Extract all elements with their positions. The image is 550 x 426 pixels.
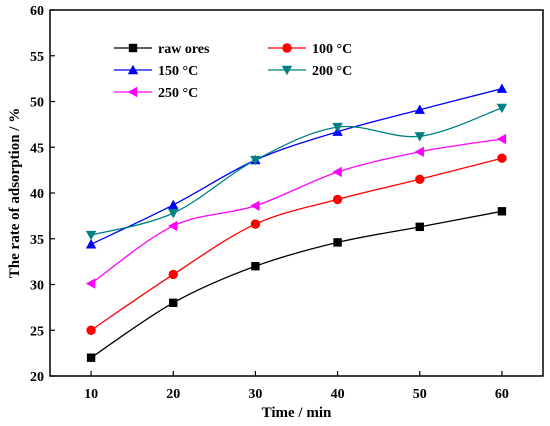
x-tick-label: 60 xyxy=(495,387,509,402)
series-line xyxy=(90,157,503,331)
series-line xyxy=(90,210,503,359)
y-tick-label: 25 xyxy=(30,324,44,339)
y-tick-label: 30 xyxy=(30,279,44,294)
data-point xyxy=(414,146,424,158)
legend-marker xyxy=(128,43,138,53)
series-4 xyxy=(85,133,507,289)
data-point xyxy=(168,220,178,232)
data-point xyxy=(415,222,424,232)
data-point xyxy=(168,208,179,219)
y-axis-title: The rate of adsorption / % xyxy=(7,108,23,278)
data-point xyxy=(250,200,260,212)
x-tick-label: 20 xyxy=(166,387,180,402)
legend-label: 250 °C xyxy=(158,86,198,101)
data-point xyxy=(497,207,507,216)
data-point xyxy=(414,132,425,142)
data-point xyxy=(497,153,507,163)
data-point xyxy=(333,238,342,247)
legend-marker xyxy=(127,86,138,98)
data-point xyxy=(85,278,96,289)
series-line xyxy=(90,107,503,236)
data-point xyxy=(332,194,343,205)
legend-item: raw ores xyxy=(114,42,210,57)
data-point xyxy=(85,230,97,241)
legend-marker xyxy=(127,64,139,75)
x-tick-label: 30 xyxy=(248,387,262,402)
data-point xyxy=(168,199,179,210)
x-tick-label: 50 xyxy=(413,387,427,402)
plot-frame xyxy=(49,9,544,377)
y-tick-label: 20 xyxy=(30,370,44,385)
data-point xyxy=(168,269,178,280)
x-tick-label: 10 xyxy=(84,387,98,402)
data-point xyxy=(496,103,508,114)
legend-item: 200 °C xyxy=(268,64,352,79)
data-point xyxy=(414,104,425,114)
legend-label: 100 °C xyxy=(312,42,352,57)
data-point xyxy=(332,166,342,178)
y-tick-label: 35 xyxy=(30,233,44,248)
data-point xyxy=(496,133,507,145)
data-point xyxy=(332,122,343,133)
series-0 xyxy=(86,207,507,362)
y-tick-label: 55 xyxy=(30,50,44,65)
legend-label: raw ores xyxy=(158,42,210,57)
series-1 xyxy=(86,153,507,335)
y-tick-label: 50 xyxy=(30,96,44,111)
y-tick-label: 40 xyxy=(30,187,44,202)
data-point xyxy=(250,219,261,229)
data-point xyxy=(86,325,96,335)
legend-marker xyxy=(281,65,293,76)
x-tick-label: 40 xyxy=(331,387,345,402)
series-line xyxy=(90,138,503,285)
legend-item: 100 °C xyxy=(268,42,352,57)
legend-label: 200 °C xyxy=(312,64,352,79)
data-point xyxy=(415,174,425,184)
series-line xyxy=(90,88,503,245)
data-point xyxy=(251,262,260,271)
series-2 xyxy=(85,83,508,249)
series-3 xyxy=(85,103,508,241)
data-point xyxy=(496,83,508,93)
data-point xyxy=(86,353,96,362)
x-axis-title: Time / min xyxy=(262,405,332,421)
y-tick-label: 60 xyxy=(30,4,44,19)
legend-item: 150 °C xyxy=(114,64,198,79)
data-point xyxy=(85,239,97,249)
data-point xyxy=(250,155,261,166)
legend-item: 250 °C xyxy=(114,86,198,101)
data-point xyxy=(169,298,178,307)
legend-marker xyxy=(282,43,292,53)
y-tick-label: 45 xyxy=(30,141,44,156)
legend-label: 150 °C xyxy=(158,64,198,79)
